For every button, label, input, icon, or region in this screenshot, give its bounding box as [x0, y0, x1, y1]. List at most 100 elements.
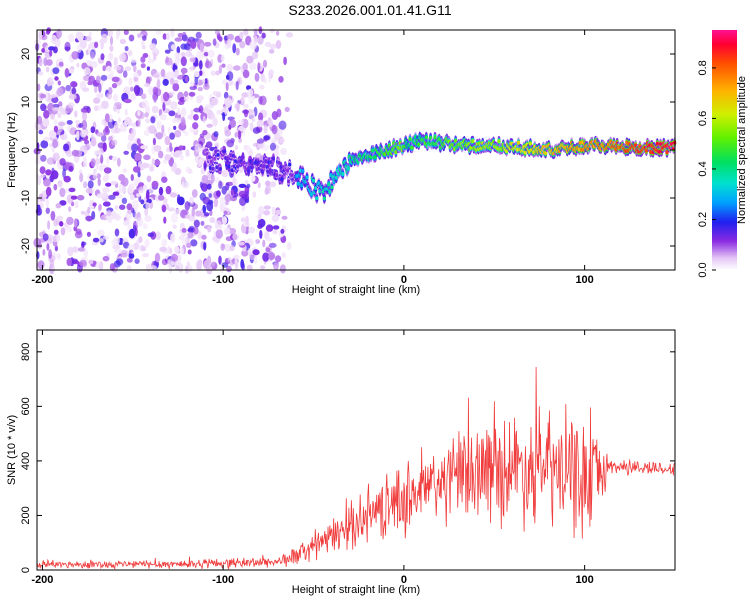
spectrogram-cell [51, 107, 60, 112]
spectrogram-cell [190, 81, 195, 87]
spectrogram-cell [211, 97, 219, 106]
spectrogram-cell [271, 138, 277, 145]
spectrogram-cell [107, 214, 113, 224]
spectrogram-y-tick-label: 20 [20, 48, 32, 60]
spectrogram-cell [180, 67, 188, 74]
spectrogram-cell [272, 225, 280, 230]
spectrogram-cell [113, 105, 117, 112]
spectrogram-ridge-cell [230, 168, 234, 173]
spectrogram-cell [40, 174, 45, 179]
spectrogram-cell [128, 183, 135, 194]
spectrogram-cell [224, 193, 232, 202]
spectrogram-cell [113, 214, 122, 221]
spectrogram-cell [276, 108, 282, 118]
spectrogram-cell [58, 61, 64, 67]
spectrogram-cell [264, 41, 272, 47]
spectrogram-ridge-cell [210, 159, 214, 164]
snr-y-tick-label: 800 [20, 343, 32, 361]
spectrogram-cell [123, 29, 129, 35]
spectrogram-cell [45, 59, 53, 66]
spectrogram-cell [64, 41, 71, 52]
spectrogram-cell [140, 199, 145, 205]
spectrogram-cell [130, 194, 135, 201]
spectrogram-ridge-cell [311, 178, 316, 183]
spectrogram-cell [221, 63, 226, 68]
spectrogram-cell [116, 109, 121, 114]
spectrogram-cell [57, 80, 61, 86]
spectrogram-cell [121, 197, 128, 204]
spectrogram-cell [96, 193, 104, 199]
spectrogram-cell [226, 38, 232, 49]
spectrogram-cell [94, 41, 99, 48]
colorbar-gradient [712, 30, 737, 270]
spectrogram-y-axis-label: Frequency (Hz) [6, 112, 18, 188]
spectrogram-cell [201, 234, 207, 240]
spectrogram-cell [132, 166, 141, 173]
spectrogram-cell [48, 130, 57, 139]
spectrogram-cell [161, 238, 168, 248]
spectrogram-cell [263, 135, 271, 141]
spectrogram-cell [87, 180, 94, 189]
spectrogram-cell [194, 75, 199, 85]
spectrogram-cell [74, 218, 78, 228]
spectrogram-cell [237, 130, 242, 140]
spectrogram-ridge-cell [655, 141, 659, 146]
spectrogram-cell [260, 73, 266, 82]
spectrogram-cell [191, 189, 198, 198]
spectrogram-cell [214, 142, 220, 148]
spectrogram-cell [272, 229, 278, 235]
spectrogram-cell [108, 87, 113, 95]
spectrogram-cell [244, 180, 249, 185]
spectrogram-cell [188, 91, 196, 97]
spectrogram-cell [210, 173, 215, 183]
spectrogram-cell [177, 100, 185, 105]
spectrogram-cell [168, 110, 176, 117]
spectrogram-cell [131, 143, 139, 153]
spectrogram-cell [90, 158, 96, 167]
spectrogram-cell [181, 51, 186, 58]
spectrogram-cell [114, 236, 120, 245]
spectrogram-cell [172, 162, 177, 171]
spectrogram-cell [52, 235, 57, 243]
spectrogram-cell [178, 145, 184, 151]
spectrogram-cell [155, 231, 161, 241]
spectrogram-cell [181, 228, 187, 233]
spectrogram-cell [263, 210, 271, 216]
spectrogram-cell [161, 124, 165, 135]
spectrogram-cell [212, 91, 219, 96]
spectrogram-cell [225, 82, 229, 92]
spectrogram-cell [263, 124, 268, 134]
spectrogram-cell [65, 150, 74, 157]
spectrogram-cell [183, 91, 189, 97]
spectrogram-cell [246, 183, 251, 189]
spectrogram-cell [215, 229, 223, 239]
spectrogram-ridge-cell [241, 155, 245, 160]
spectrogram-cell [74, 110, 78, 118]
spectrogram-cell [105, 182, 112, 187]
spectrogram-cell [206, 201, 214, 212]
spectrogram-cell [151, 47, 158, 54]
spectrogram-cell [262, 59, 268, 68]
spectrogram-cell [161, 204, 167, 213]
spectrogram-ridge-cell [341, 172, 345, 176]
spectrogram-ridge-cell [300, 183, 304, 188]
spectrogram-cell [109, 45, 114, 52]
spectrogram-cell [143, 154, 151, 161]
spectrogram-cell [247, 108, 253, 116]
spectrogram-ridge-cell [346, 166, 350, 171]
spectrogram-ridge-cell [216, 152, 220, 157]
snr-x-ticks: -200 -100 0 100 [31, 330, 594, 586]
spectrogram-cell [223, 210, 228, 215]
colorbar-ticks: 0.8 0.6 0.4 0.2 0.0 [697, 60, 716, 278]
spectrogram-x-tick-label: 0 [401, 274, 407, 286]
spectrogram-cell [141, 93, 147, 100]
spectrogram-cell [89, 199, 95, 210]
spectrogram-cell [87, 206, 91, 214]
spectrogram-cell [68, 94, 77, 100]
spectrogram-cell [107, 74, 113, 80]
spectrogram-cell [176, 254, 182, 262]
spectrogram-cell [241, 262, 245, 271]
spectrogram-cell [174, 56, 180, 66]
spectrogram-cell [85, 60, 93, 67]
spectrogram-cell [225, 236, 233, 242]
